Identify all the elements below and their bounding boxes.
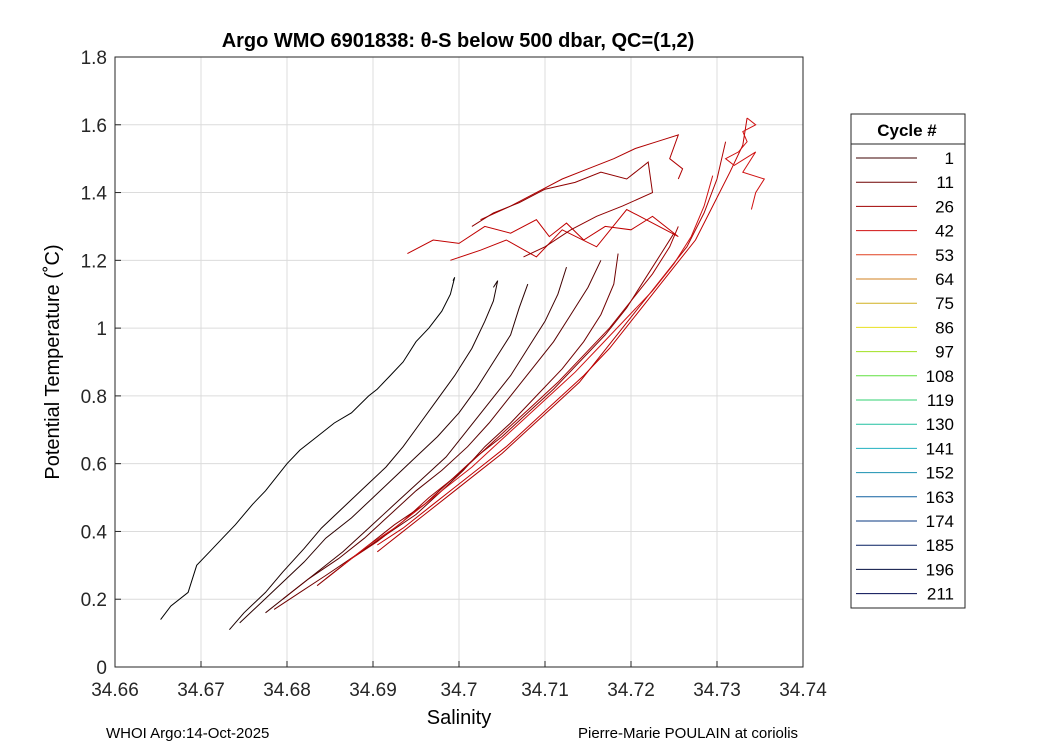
- legend-label: 163: [926, 488, 954, 507]
- series-line-11: [342, 175, 714, 566]
- legend-label: 174: [926, 512, 954, 531]
- legend-entries: 1112642536475869710811913014115216317418…: [856, 149, 954, 604]
- series-line-1: [160, 277, 456, 620]
- legend-label: 152: [926, 464, 954, 483]
- legend-label: 97: [935, 343, 954, 362]
- x-tick-label: 34.74: [779, 680, 827, 701]
- series-line-2: [229, 280, 499, 631]
- x-tick-label: 34.68: [263, 680, 311, 701]
- y-axis-label: Potential Temperature (˚C): [42, 244, 64, 479]
- x-tick-label: 34.7: [441, 680, 478, 701]
- legend-label: 64: [935, 270, 954, 289]
- legend-label: 75: [935, 294, 954, 313]
- y-tick-label: 1.4: [81, 184, 108, 205]
- series-line-12: [407, 208, 679, 261]
- footer-credit-left: WHOI Argo:14-Oct-2025: [106, 725, 270, 742]
- legend-label: 108: [926, 367, 954, 386]
- x-tick-label: 34.72: [607, 680, 655, 701]
- y-tick-label: 0.4: [81, 522, 108, 543]
- legend-label: 119: [927, 391, 954, 410]
- series-line-9: [376, 141, 727, 553]
- y-tick-label: 1.8: [81, 48, 107, 69]
- legend-label: 141: [926, 439, 954, 458]
- legend-label: 130: [926, 415, 954, 434]
- x-tick-label: 34.71: [521, 680, 569, 701]
- legend-label: 196: [926, 560, 954, 579]
- legend-label: 1: [945, 149, 954, 168]
- x-axis-ticks: 34.66 34.67 34.68 34.69 34.7 34.71 34.72 34.73 3…: [91, 661, 827, 701]
- series-line-7: [316, 232, 675, 587]
- legend-title: Cycle #: [877, 121, 937, 140]
- y-tick-label: 1: [96, 319, 107, 340]
- x-tick-label: 34.66: [91, 680, 139, 701]
- legend-label: 86: [935, 318, 954, 337]
- legend-label: 11: [936, 173, 954, 192]
- legend-label: 42: [935, 222, 954, 241]
- y-tick-label: 0.8: [81, 387, 107, 408]
- y-tick-label: 1.2: [81, 251, 107, 272]
- legend-label: 185: [926, 536, 954, 555]
- series-line-15: [724, 117, 766, 210]
- y-tick-label: 0.2: [81, 590, 107, 611]
- legend-label: 53: [935, 246, 954, 265]
- x-tick-label: 34.67: [177, 680, 225, 701]
- chart-title: Argo WMO 6901838: θ-S below 500 dbar, QC…: [222, 30, 695, 52]
- legend-label: 211: [927, 585, 954, 604]
- series-line-3: [239, 283, 529, 624]
- legend-box: [850, 113, 966, 609]
- series-line-13: [480, 134, 684, 221]
- footer-credit-right: Pierre-Marie POULAIN at coriolis: [578, 725, 799, 742]
- legend-label: 26: [935, 197, 954, 216]
- x-tick-label: 34.73: [693, 680, 741, 701]
- x-axis-label: Salinity: [427, 707, 491, 729]
- y-tick-label: 1.6: [81, 116, 107, 137]
- x-tick-label: 34.69: [349, 680, 397, 701]
- y-axis-ticks: 0 0.2 0.4 0.6 0.8 1 1.2 1.4 1.6 1.8: [81, 48, 121, 679]
- y-tick-label: 0.6: [81, 455, 107, 476]
- legend: Cycle # 11126425364758697108119130141152…: [850, 113, 966, 609]
- series-line-14: [471, 161, 654, 258]
- series-line-5: [282, 260, 602, 600]
- y-tick-label: 0: [96, 658, 107, 679]
- series-line-4: [265, 266, 567, 614]
- series-layer: [160, 117, 766, 631]
- series-line-10: [377, 117, 748, 546]
